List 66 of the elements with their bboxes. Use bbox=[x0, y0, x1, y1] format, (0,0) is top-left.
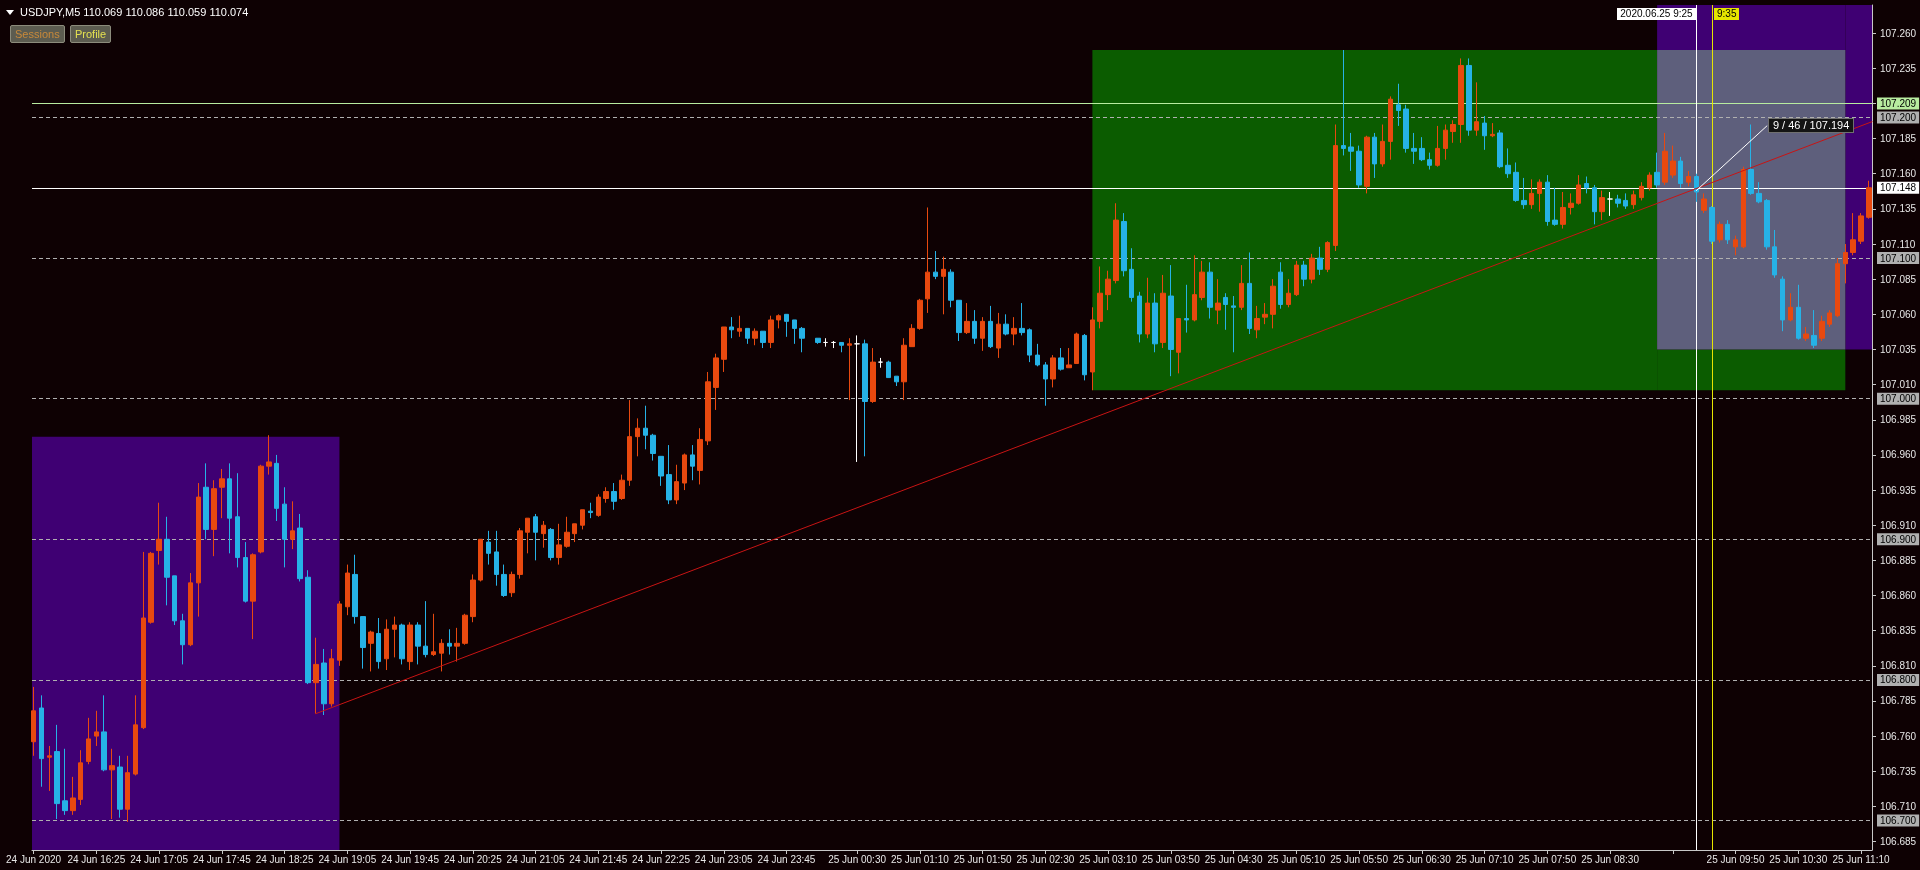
x-tick-label: 25 Jun 02:30 bbox=[1016, 853, 1075, 865]
x-tick-label: 24 Jun 20:25 bbox=[443, 853, 503, 865]
y-tick-label: 106.810 bbox=[1880, 660, 1917, 672]
x-tick-label: 24 Jun 21:45 bbox=[569, 853, 628, 865]
y-tick-label: 106.985 bbox=[1880, 414, 1917, 426]
ref-line-label: 107.148 bbox=[1880, 182, 1917, 194]
y-tick-label: 107.110 bbox=[1880, 238, 1916, 250]
x-tick-label: 25 Jun 00:30 bbox=[828, 853, 887, 865]
y-tick-label: 107.085 bbox=[1880, 273, 1917, 285]
ref-line-label: 107.000 bbox=[1880, 393, 1917, 405]
x-tick-label: 24 Jun 2020 bbox=[6, 853, 62, 865]
y-tick-label: 106.835 bbox=[1880, 625, 1917, 637]
x-tick-label: 24 Jun 17:45 bbox=[192, 853, 252, 865]
ref-line-label: 107.200 bbox=[1880, 111, 1917, 123]
y-tick-label: 107.060 bbox=[1880, 308, 1917, 320]
y-tick-label: 107.010 bbox=[1880, 379, 1917, 391]
ref-line-label: 107.100 bbox=[1880, 252, 1917, 264]
x-tick-label: 24 Jun 16:25 bbox=[67, 853, 126, 865]
y-tick-label: 106.960 bbox=[1880, 449, 1917, 461]
x-tick-label: 25 Jun 07:50 bbox=[1518, 853, 1577, 865]
x-tick-label: 25 Jun 08:30 bbox=[1581, 853, 1640, 865]
x-tick-label: 24 Jun 19:05 bbox=[318, 853, 377, 865]
ref-line-label: 107.209 bbox=[1880, 97, 1917, 109]
y-tick-label: 106.785 bbox=[1880, 695, 1917, 707]
x-tick-label: 25 Jun 05:50 bbox=[1330, 853, 1389, 865]
y-tick-label: 106.710 bbox=[1880, 800, 1917, 812]
chart-title: USDJPY,M5 110.069 110.086 110.059 110.074 bbox=[20, 6, 249, 19]
x-tick-label: 24 Jun 17:05 bbox=[130, 853, 189, 865]
y-tick-label: 107.160 bbox=[1880, 168, 1917, 180]
ref-line-label: 106.700 bbox=[1880, 814, 1917, 826]
y-tick-label: 106.910 bbox=[1880, 519, 1917, 531]
y-tick-label: 106.885 bbox=[1880, 554, 1917, 566]
annotation: Sessions bbox=[10, 25, 65, 43]
x-tick-label: 25 Jun 09:50 bbox=[1706, 853, 1765, 865]
x-tick-label: 25 Jun 04:30 bbox=[1204, 853, 1263, 865]
y-tick-label: 107.235 bbox=[1880, 62, 1917, 74]
annotation: Profile bbox=[70, 25, 112, 43]
y-tick-label: 107.135 bbox=[1880, 203, 1917, 215]
y-tick-label: 106.685 bbox=[1880, 836, 1917, 848]
y-tick-label: 106.735 bbox=[1880, 765, 1917, 777]
x-tick-label: 25 Jun 03:10 bbox=[1079, 853, 1138, 865]
ref-line-label: 106.800 bbox=[1880, 674, 1917, 686]
x-tick-label: 24 Jun 19:45 bbox=[381, 853, 440, 865]
y-tick-label: 107.260 bbox=[1880, 27, 1917, 39]
x-tick-label: 25 Jun 05:10 bbox=[1267, 853, 1326, 865]
y-tick-label: 106.935 bbox=[1880, 484, 1917, 496]
ref-line-label: 106.900 bbox=[1880, 533, 1917, 545]
y-tick-label: 107.035 bbox=[1880, 343, 1917, 355]
x-tick-label: 24 Jun 21:05 bbox=[506, 853, 565, 865]
x-tick-label: 25 Jun 01:50 bbox=[953, 853, 1012, 865]
x-tick-label: 24 Jun 23:45 bbox=[757, 853, 816, 865]
y-tick-label: 106.760 bbox=[1880, 730, 1917, 742]
x-tick-label: 25 Jun 01:10 bbox=[890, 853, 950, 865]
ref-line-label: 9:35 bbox=[1714, 8, 1740, 20]
x-tick-label: 25 Jun 06:30 bbox=[1392, 853, 1452, 865]
x-tick-label: 24 Jun 18:25 bbox=[255, 853, 314, 865]
x-tick-label: 25 Jun 10:30 bbox=[1769, 853, 1828, 865]
x-tick-label: 24 Jun 23:05 bbox=[694, 853, 754, 865]
y-tick-label: 106.860 bbox=[1880, 590, 1917, 602]
x-tick-label: 25 Jun 03:50 bbox=[1141, 853, 1201, 865]
annotation: 9 / 46 / 107.194 bbox=[1767, 118, 1855, 134]
x-tick-label: 24 Jun 22:25 bbox=[632, 853, 691, 865]
ref-line-label: 2020.06.25 9:25 bbox=[1617, 8, 1696, 20]
x-tick-label: 25 Jun 07:10 bbox=[1455, 853, 1514, 865]
x-tick-label: 25 Jun 11:10 bbox=[1832, 853, 1890, 865]
y-tick-label: 107.185 bbox=[1880, 133, 1917, 145]
